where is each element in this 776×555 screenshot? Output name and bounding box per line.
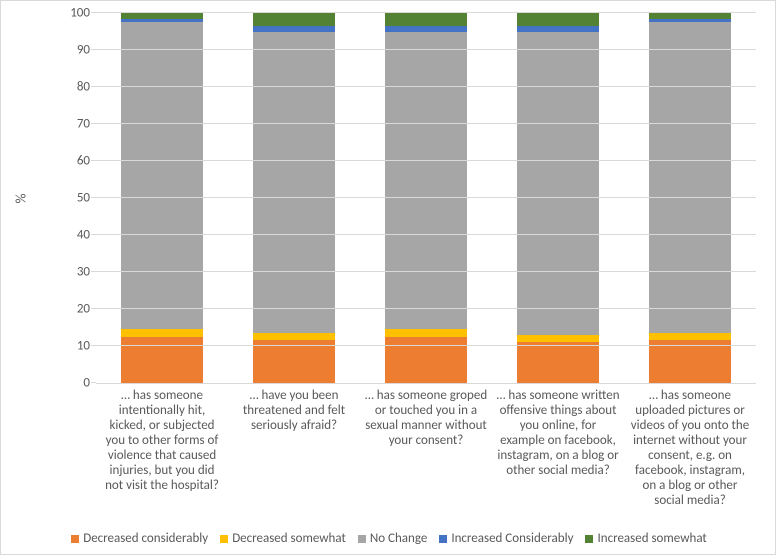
legend-swatch: [439, 535, 447, 543]
stacked-bar: [649, 13, 731, 383]
legend-label: Decreased considerably: [83, 531, 208, 546]
legend-swatch: [585, 535, 593, 543]
gridline: [96, 271, 756, 272]
y-axis-title: %: [12, 193, 29, 203]
legend: Decreased considerably Decreased somewhat…: [1, 531, 776, 546]
bar-slot: [492, 13, 624, 383]
bar-segment: [517, 13, 599, 26]
gridline: [96, 86, 756, 87]
bar-segment: [253, 32, 335, 334]
legend-item: Decreased somewhat: [220, 531, 346, 546]
bar-segment: [253, 340, 335, 383]
y-tick-label: 30: [56, 266, 90, 279]
stacked-bar: [385, 13, 467, 383]
y-tick-label: 90: [56, 44, 90, 57]
y-tick-label: 10: [56, 340, 90, 353]
gridline: [96, 123, 756, 124]
gridline: [96, 234, 756, 235]
stacked-bar: [253, 13, 335, 383]
stacked-bar-chart: % 0 10 20 30 40 50 60 70 80 90 100 … has someone i…: [0, 0, 776, 555]
legend-item: Increased Considerably: [439, 531, 573, 546]
bar-slot: [360, 13, 492, 383]
x-labels: … has someone intentionally hit, kicked,…: [96, 389, 756, 509]
stacked-bar: [517, 13, 599, 383]
legend-item: Decreased considerably: [71, 531, 208, 546]
y-tick-mark: [91, 382, 96, 383]
gridline: [96, 49, 756, 50]
bar-segment: [121, 337, 203, 383]
bar-segment: [385, 13, 467, 26]
legend-item: Increased somewhat: [585, 531, 706, 546]
bar-segment: [649, 333, 731, 340]
gridline: [96, 160, 756, 161]
bar-segment: [517, 335, 599, 342]
y-tick-label: 100: [56, 7, 90, 20]
x-axis-label: … has someone intentionally hit, kicked,…: [96, 389, 228, 509]
x-axis-label: … has someone groped or touched you in a…: [360, 389, 492, 509]
legend-label: No Change: [370, 531, 427, 546]
bar-segment: [517, 342, 599, 383]
y-tick-label: 80: [56, 81, 90, 94]
bar-segment: [253, 13, 335, 26]
bar-segment: [649, 340, 731, 383]
bar-segment: [385, 32, 467, 330]
bar-segment: [649, 22, 731, 333]
bar-segment: [385, 337, 467, 383]
x-axis-label: … has someone uploaded pictures or video…: [624, 389, 756, 509]
legend-label: Decreased somewhat: [232, 531, 346, 546]
stacked-bar: [121, 13, 203, 383]
plot-area: [96, 13, 756, 384]
y-axis-title-wrap: %: [11, 13, 31, 383]
bar-segment: [121, 329, 203, 336]
bar-slot: [624, 13, 756, 383]
bar-segment: [121, 22, 203, 329]
legend-swatch: [220, 535, 228, 543]
legend-label: Increased somewhat: [597, 531, 706, 546]
gridline: [96, 345, 756, 346]
bar-segment: [385, 329, 467, 336]
bar-segment: [517, 32, 599, 335]
y-tick-label: 0: [56, 377, 90, 390]
legend-swatch: [358, 535, 366, 543]
x-axis-label: … has someone written offensive things a…: [492, 389, 624, 509]
gridline: [96, 197, 756, 198]
bars-container: [96, 13, 756, 383]
bar-slot: [96, 13, 228, 383]
plot-wrap: 0102030405060708090100: [56, 13, 756, 383]
y-tick-label: 70: [56, 118, 90, 131]
legend-swatch: [71, 535, 79, 543]
y-tick-label: 40: [56, 229, 90, 242]
bar-segment: [253, 333, 335, 340]
y-ticks: 0102030405060708090100: [56, 13, 96, 383]
y-tick-label: 60: [56, 155, 90, 168]
legend-item: No Change: [358, 531, 427, 546]
gridline: [96, 308, 756, 309]
x-axis-label: … have you been threatened and felt seri…: [228, 389, 360, 509]
y-tick-label: 50: [56, 192, 90, 205]
gridline: [96, 12, 756, 13]
y-tick-label: 20: [56, 303, 90, 316]
bar-slot: [228, 13, 360, 383]
legend-label: Increased Considerably: [451, 531, 573, 546]
